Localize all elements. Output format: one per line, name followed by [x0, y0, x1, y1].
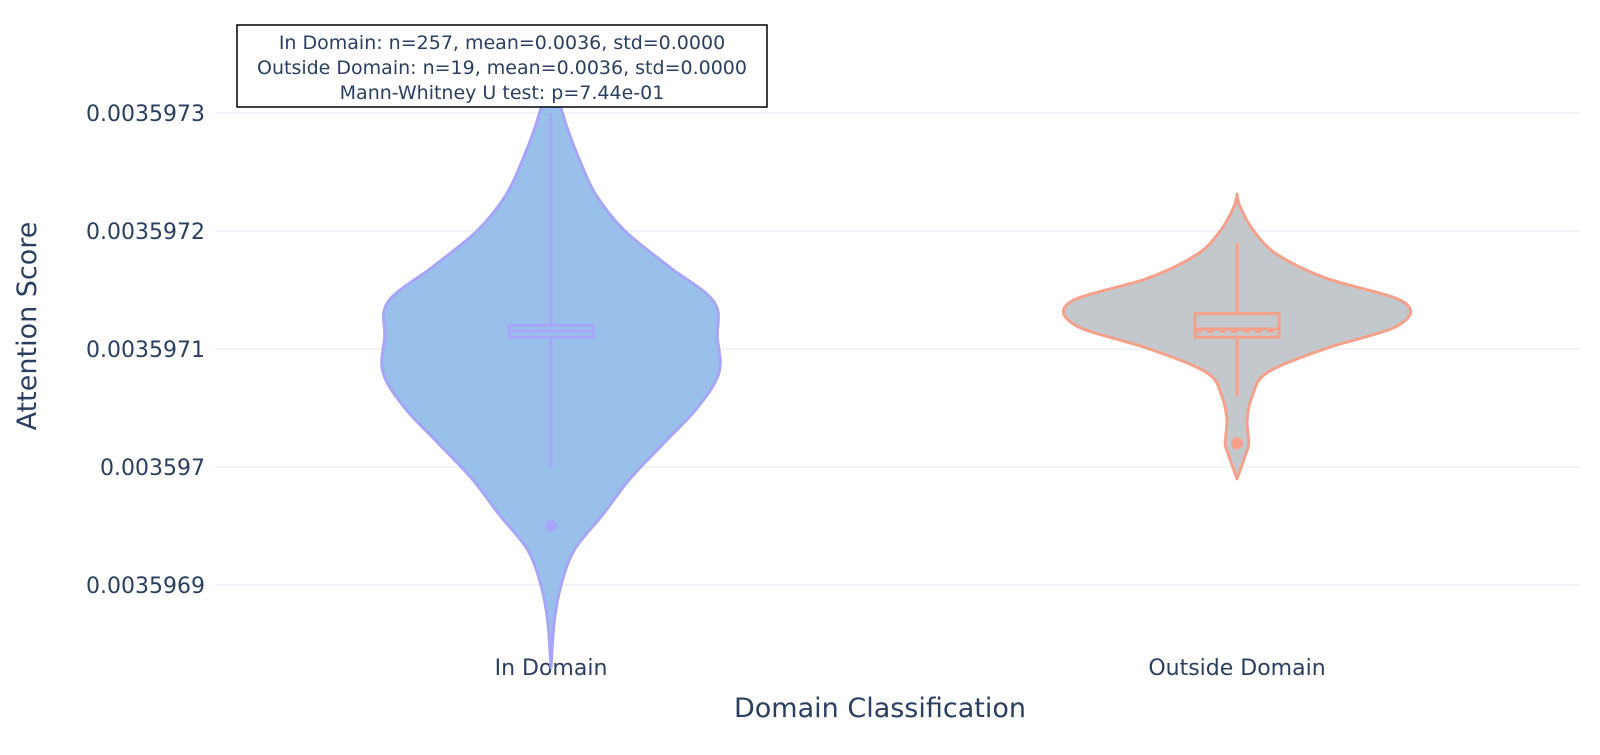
annotation-line-1: In Domain: n=257, mean=0.0036, std=0.000…: [279, 32, 725, 54]
box-iqr: [1193, 312, 1281, 339]
outlier-point: [545, 520, 557, 532]
stats-annotation: In Domain: n=257, mean=0.0036, std=0.000…: [236, 24, 768, 108]
y-tick-label: 0.0035969: [86, 574, 205, 599]
y-tick-labels: 0.0035969 0.003597 0.0035971 0.0035972 0.003…: [86, 102, 205, 599]
annotation-line-2: Outside Domain: n=19, mean=0.0036, std=0…: [257, 57, 747, 79]
y-tick-label: 0.003597: [100, 456, 205, 481]
annotation-box: [236, 24, 768, 108]
y-tick-label: 0.0035971: [86, 338, 205, 363]
violin-outside-domain: [1062, 192, 1412, 481]
annotation-line-3: Mann-Whitney U test: p=7.44e-01: [340, 82, 665, 104]
y-tick-label: 0.0035972: [86, 220, 205, 245]
outlier-point: [1231, 437, 1243, 450]
y-tick-label: 0.0035973: [86, 102, 205, 127]
y-axis-title: Attention Score: [12, 222, 43, 431]
x-tick-labels: In DomainOutside Domain: [495, 656, 1326, 681]
x-axis-title: Domain Classification: [734, 693, 1026, 724]
x-tick-label: Outside Domain: [1148, 656, 1325, 681]
violin-traces: [380, 61, 1412, 670]
violin-in-domain: [380, 61, 722, 670]
